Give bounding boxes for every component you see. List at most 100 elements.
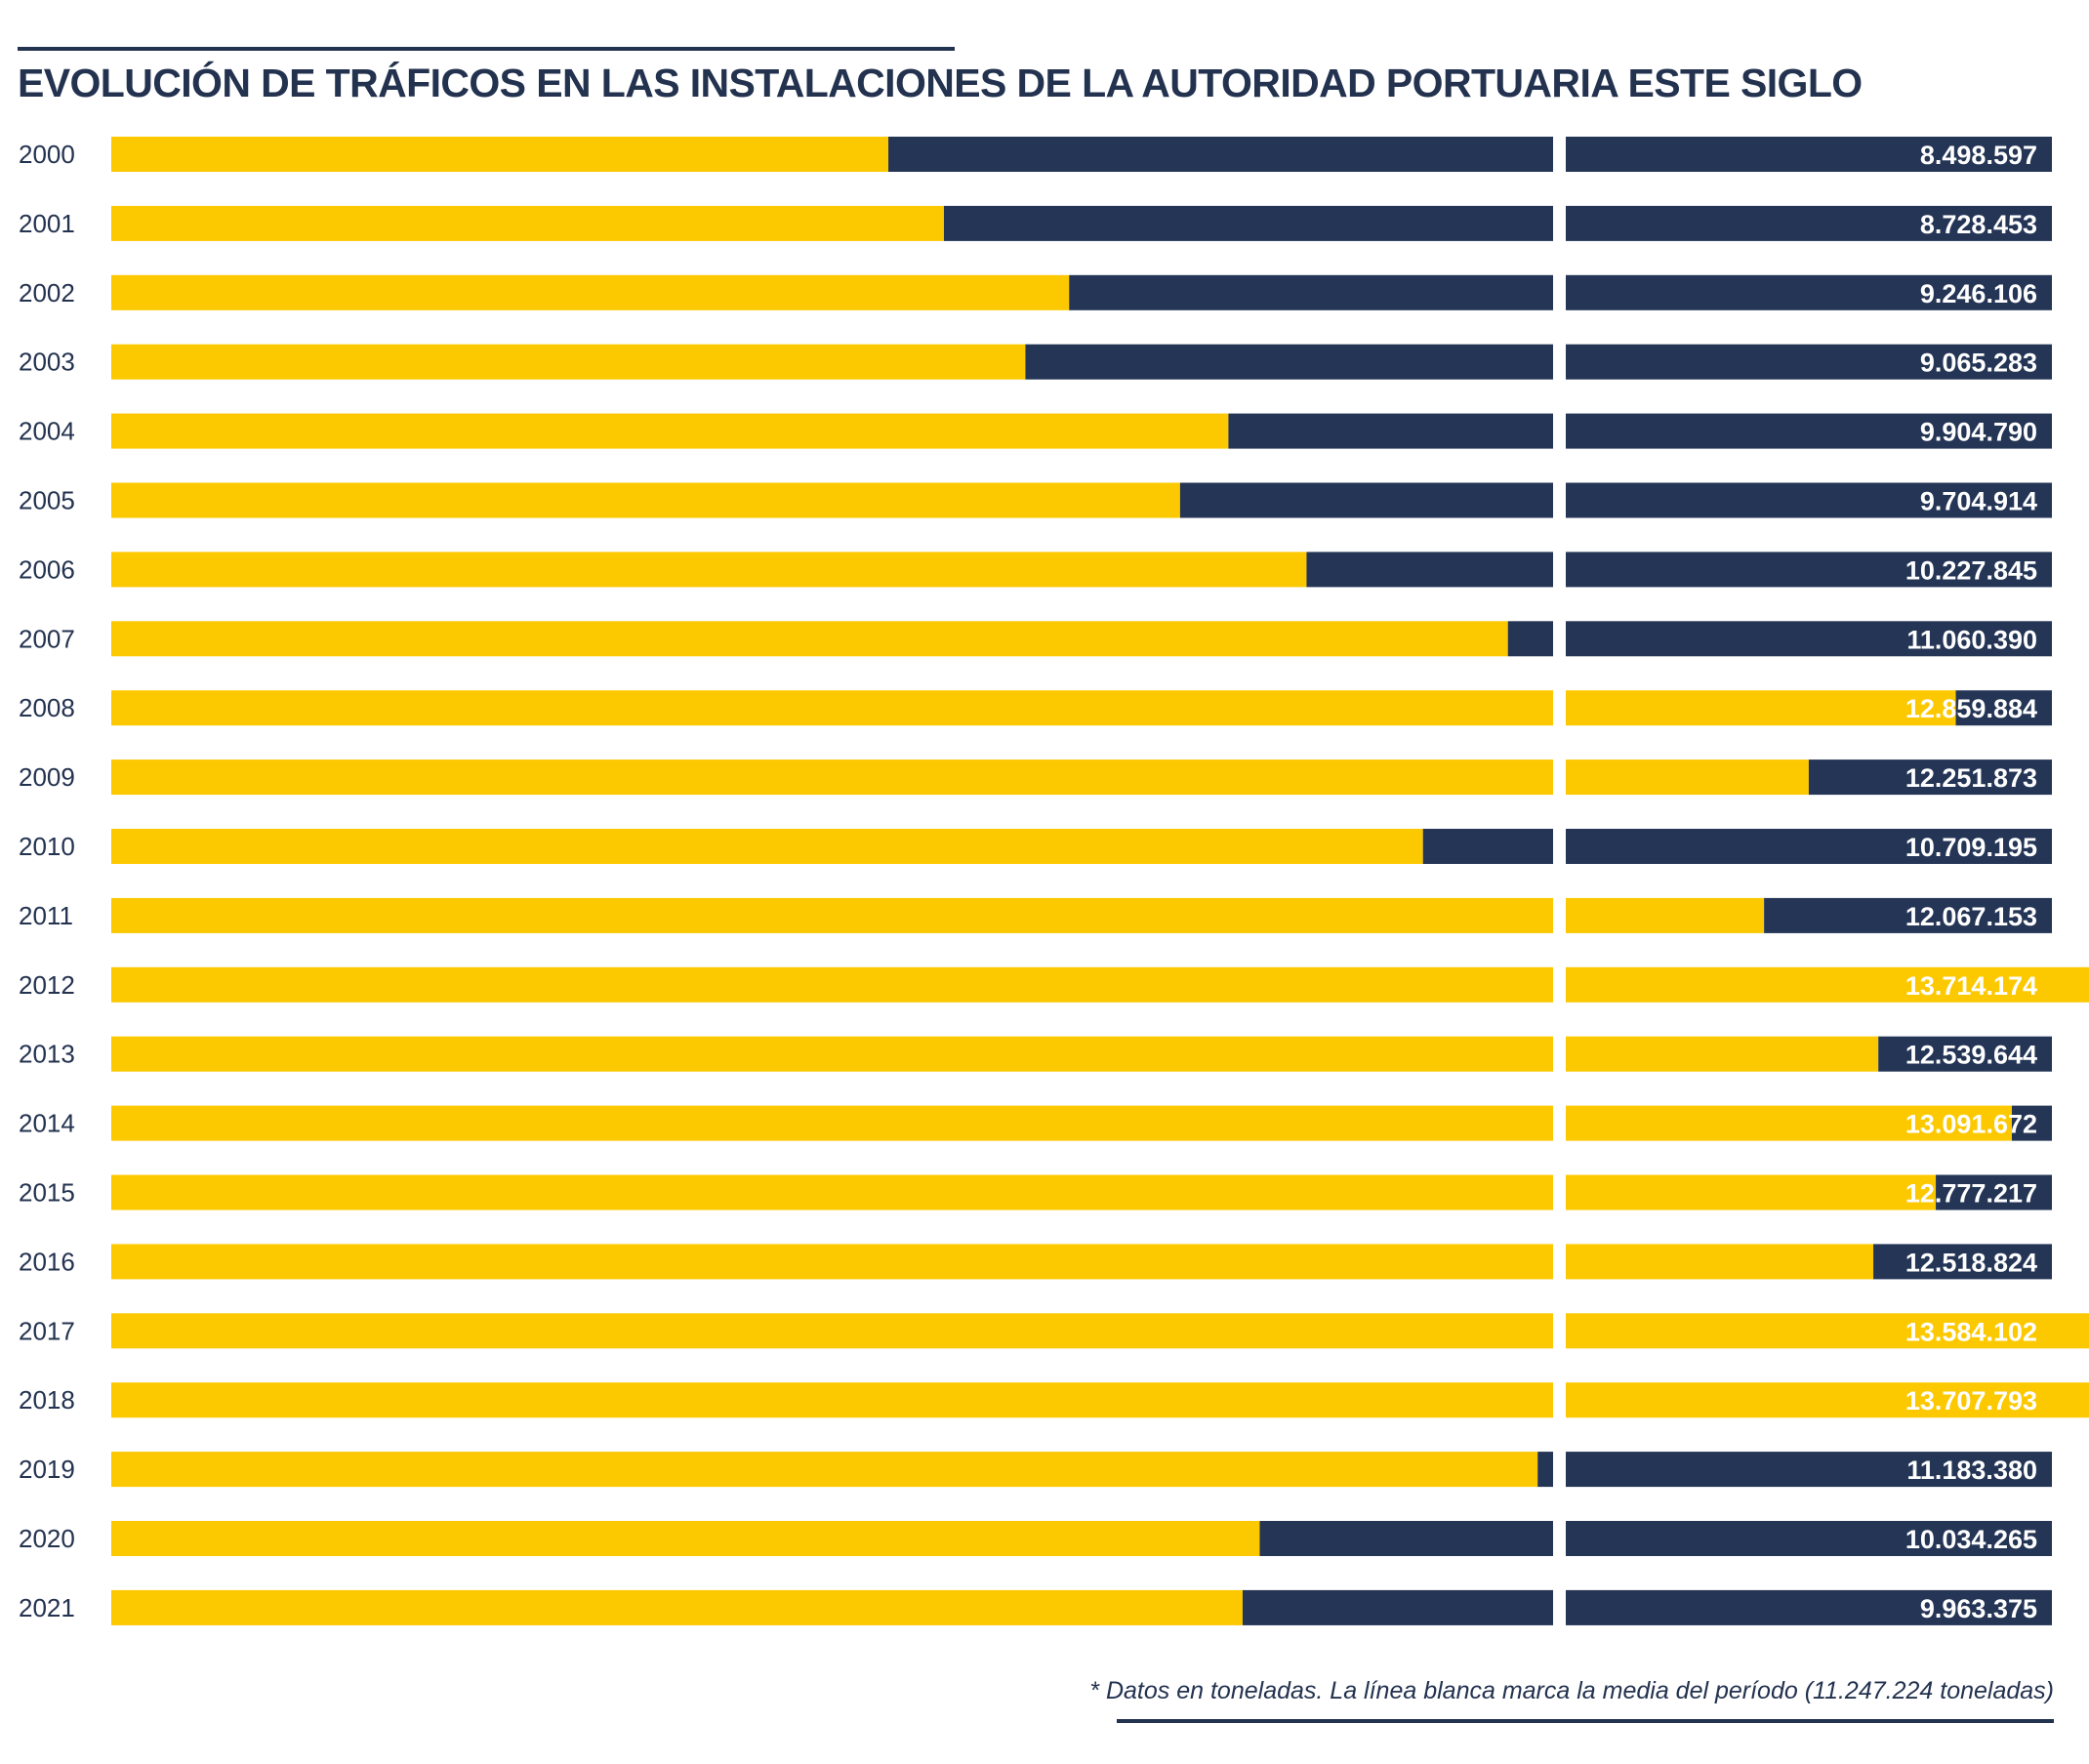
- value-label: 9.963.375: [1920, 1594, 2037, 1623]
- year-label: 2007: [19, 624, 75, 653]
- year-label: 2014: [19, 1109, 75, 1138]
- value-label: 13.714.174: [1905, 971, 2037, 1001]
- value-label: 12.777.217: [1905, 1179, 2037, 1209]
- bar-excess: [1566, 690, 1956, 726]
- value-label: 9.065.283: [1920, 349, 2037, 378]
- value-label: 8.498.597: [1920, 141, 2037, 170]
- bar-value: [111, 1313, 1553, 1349]
- value-label: 12.859.884: [1905, 694, 2037, 723]
- bar-secondary: [1566, 274, 2052, 310]
- bar-remainder: [1242, 1589, 1553, 1625]
- bar-secondary: [1566, 1521, 2052, 1556]
- bar-secondary: [1566, 1589, 2052, 1625]
- year-label: 2001: [19, 209, 75, 238]
- bar-secondary: [1936, 1174, 2052, 1210]
- value-label: 13.584.102: [1905, 1317, 2037, 1346]
- bar-excess: [1566, 1105, 2012, 1141]
- year-label: 2017: [19, 1316, 75, 1345]
- bar-excess: [1566, 759, 1809, 796]
- bar-value: [111, 1174, 1553, 1210]
- bar-excess: [1566, 897, 1765, 933]
- year-label: 2016: [19, 1247, 75, 1276]
- bar-excess: [1566, 1174, 1937, 1210]
- value-label: 13.091.672: [1905, 1110, 2037, 1139]
- bar-secondary: [1808, 759, 2052, 796]
- bar-remainder: [1306, 552, 1553, 588]
- value-label: 12.539.644: [1905, 1041, 2037, 1070]
- bar-value: [111, 1105, 1553, 1141]
- bar-remainder: [1422, 829, 1553, 864]
- year-label: 2013: [19, 1040, 75, 1069]
- bar-remainder: [888, 137, 1553, 172]
- value-label: 12.518.824: [1905, 1248, 2037, 1277]
- bar-remainder: [1537, 1452, 1553, 1488]
- bar-secondary: [1566, 482, 2052, 518]
- year-label: 2004: [19, 417, 75, 446]
- value-label: 9.246.106: [1920, 279, 2037, 308]
- bar-secondary: [1566, 552, 2052, 588]
- year-label: 2021: [19, 1593, 75, 1622]
- bar-remainder: [1069, 274, 1553, 310]
- bar-value: [111, 482, 1180, 518]
- year-label: 2018: [19, 1385, 75, 1415]
- bar-secondary: [1955, 690, 2052, 726]
- bar-value: [111, 759, 1553, 796]
- year-label: 2019: [19, 1455, 75, 1484]
- bar-secondary: [1566, 205, 2052, 241]
- bar-secondary: [1566, 621, 2052, 657]
- bar-value: [111, 690, 1553, 726]
- bar-value: [111, 1452, 1538, 1488]
- bar-secondary: [1566, 344, 2052, 380]
- bar-excess: [1566, 1244, 1874, 1280]
- bar-value: [111, 1036, 1553, 1072]
- value-label: 10.227.845: [1905, 555, 2037, 585]
- bar-secondary: [1764, 897, 2052, 933]
- bar-value: [111, 137, 889, 172]
- bar-value: [111, 1521, 1260, 1556]
- bar-value: [111, 1589, 1243, 1625]
- bar-value: [111, 205, 944, 241]
- bar-remainder: [1179, 482, 1553, 518]
- value-label: 10.034.265: [1905, 1525, 2037, 1554]
- bar-secondary: [1566, 1452, 2052, 1488]
- bottom-rule: [1117, 1719, 2054, 1723]
- year-label: 2005: [19, 486, 75, 515]
- value-label: 8.728.453: [1920, 210, 2037, 239]
- year-label: 2010: [19, 832, 75, 861]
- value-label: 9.904.790: [1920, 418, 2037, 447]
- bar-value: [111, 413, 1229, 449]
- bar-excess: [1566, 1036, 1879, 1072]
- year-label: 2002: [19, 278, 75, 308]
- bar-secondary: [1878, 1036, 2052, 1072]
- year-label: 2009: [19, 762, 75, 792]
- bar-secondary: [1566, 137, 2052, 172]
- footnote: * Datos en toneladas. La línea blanca ma…: [1089, 1677, 2054, 1704]
- year-label: 2020: [19, 1524, 75, 1553]
- bar-remainder: [1025, 344, 1553, 380]
- value-label: 13.707.793: [1905, 1386, 2037, 1415]
- bar-value: [111, 1244, 1553, 1280]
- bar-excess: [1566, 1382, 2089, 1418]
- bar-value: [111, 829, 1423, 864]
- year-label: 2012: [19, 970, 75, 1000]
- bar-remainder: [1507, 621, 1553, 657]
- bar-value: [111, 552, 1307, 588]
- bar-value: [111, 344, 1026, 380]
- bar-remainder: [943, 205, 1553, 241]
- year-label: 2003: [19, 348, 75, 377]
- value-label: 11.183.380: [1906, 1456, 2037, 1485]
- bar-value: [111, 1382, 1553, 1418]
- bar-remainder: [1228, 413, 1553, 449]
- bar-remainder: [1259, 1521, 1553, 1556]
- year-label: 2015: [19, 1178, 75, 1208]
- bar-secondary: [1873, 1244, 2052, 1280]
- bar-excess: [1566, 1313, 2089, 1349]
- year-label: 2006: [19, 554, 75, 584]
- value-label: 12.067.153: [1905, 902, 2037, 931]
- year-label: 2000: [19, 140, 75, 169]
- year-label: 2011: [19, 901, 73, 930]
- bar-value: [111, 274, 1070, 310]
- bar-secondary: [2011, 1105, 2052, 1141]
- top-rule: [18, 47, 955, 51]
